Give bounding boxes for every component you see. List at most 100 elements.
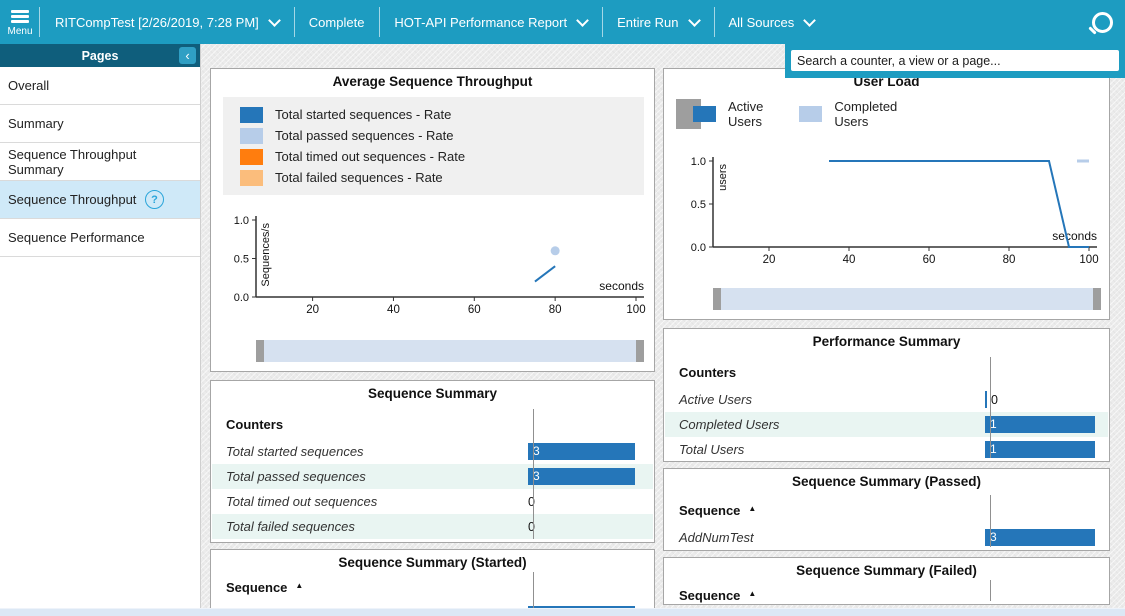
table-header-label: Counters — [226, 416, 284, 432]
svg-text:40: 40 — [387, 304, 400, 316]
svg-text:20: 20 — [306, 304, 319, 316]
svg-text:0.5: 0.5 — [691, 199, 706, 211]
user-load-chart[interactable]: 0.0 0.5 1.0 20 40 60 80 100 users seconds — [664, 154, 1109, 269]
value-bar: 1 — [985, 416, 1095, 433]
chevron-down-icon — [687, 13, 701, 27]
svg-text:0.0: 0.0 — [234, 292, 249, 304]
row-label: Total started sequences — [226, 444, 364, 459]
table-row: Completed Users 1 — [665, 412, 1108, 437]
panel-sequence-summary-started: Sequence Summary (Started) Sequence▲AddN… — [210, 549, 655, 616]
sidebar-item-label: Summary — [8, 116, 64, 131]
help-icon[interactable]: ? — [145, 190, 164, 209]
sequence-summary-failed-table: Sequence ▲ — [665, 580, 1108, 604]
topbar-item-label: HOT-API Performance Report — [394, 14, 568, 30]
value-text: 0 — [528, 519, 535, 534]
sidebar-item[interactable]: Summary — [0, 105, 200, 143]
panel-user-load: User Load Active Users Completed Users 0.… — [663, 68, 1110, 320]
legend-label: Total started sequences - Rate — [275, 107, 452, 122]
row-value: 3 — [976, 529, 1108, 546]
scroll-handle-right[interactable] — [636, 340, 644, 362]
avg-sequence-throughput-chart[interactable]: 0.0 0.5 1.0 20 40 60 80 100 Sequences/s seconds — [211, 207, 655, 327]
topbar: Menu RITCompTest [2/26/2019, 7:28 PM] Com… — [0, 0, 1125, 44]
row-value: 0 — [976, 391, 1108, 408]
legend-item[interactable]: Active Users — [693, 99, 763, 129]
search-button[interactable] — [1079, 0, 1125, 44]
scroll-handle-left[interactable] — [713, 288, 721, 310]
legend-label: Active Users — [728, 99, 764, 129]
panel-performance-summary: Performance Summary Counters Active Users… — [663, 328, 1110, 462]
panel-title: Sequence Summary — [367, 386, 498, 401]
svg-text:users: users — [717, 164, 729, 191]
table-header-row[interactable]: Sequence ▲ — [665, 495, 1108, 525]
chart-range-scrollbar[interactable] — [256, 340, 644, 362]
svg-text:80: 80 — [549, 304, 562, 316]
row-label: Active Users — [679, 392, 752, 407]
sequence-summary-passed-table: Sequence ▲ AddNumTest 3 — [665, 495, 1108, 550]
panel-sequence-summary-failed: Sequence Summary (Failed) Sequence ▲ — [663, 557, 1110, 605]
sidebar-item[interactable]: Sequence Performance — [0, 219, 200, 257]
sidebar-item-label: Sequence Performance — [8, 230, 145, 245]
svg-text:1.0: 1.0 — [234, 215, 249, 227]
legend-swatch — [240, 127, 263, 144]
sidebar-item-label: Sequence Throughput Summary — [8, 146, 137, 177]
table-header-label: Sequence — [679, 587, 741, 603]
panel-title: Sequence Summary (Passed) — [791, 474, 982, 489]
scroll-handle-left[interactable] — [256, 340, 264, 362]
topbar-item-label: All Sources — [728, 14, 795, 30]
panel-title: Performance Summary — [812, 334, 961, 349]
topbar-item[interactable]: HOT-API Performance Report — [379, 0, 602, 44]
legend-item[interactable]: Total timed out sequences - Rate — [223, 146, 644, 167]
menu-label: Menu — [7, 25, 33, 37]
value-text: 0 — [528, 494, 535, 509]
topbar-item[interactable]: RITCompTest [2/26/2019, 7:28 PM] — [40, 0, 294, 44]
table-header-row[interactable]: Sequence ▲ — [665, 580, 1108, 604]
legend-item[interactable]: Total failed sequences - Rate — [223, 167, 644, 188]
topbar-item-label: RITCompTest [2/26/2019, 7:28 PM] — [55, 14, 259, 30]
sort-asc-icon: ▲ — [748, 503, 757, 513]
legend-item[interactable]: Total started sequences - Rate — [223, 104, 644, 125]
topbar-item: Complete — [293, 0, 380, 44]
topbar-items: RITCompTest [2/26/2019, 7:28 PM] Complete… — [40, 0, 1079, 44]
legend-swatch — [799, 106, 823, 122]
panel-average-sequence-throughput: Average Sequence Throughput Total starte… — [210, 68, 655, 372]
row-value: 3 — [519, 443, 653, 460]
table-header-row[interactable]: Sequence ▲ — [212, 572, 653, 602]
svg-text:0.0: 0.0 — [691, 242, 706, 254]
chevron-down-icon — [803, 13, 817, 27]
sidebar-title: Pages — [81, 48, 119, 63]
sidebar-item[interactable]: Sequence Throughput? — [0, 181, 200, 219]
scroll-handle-right[interactable] — [1093, 288, 1101, 310]
svg-text:seconds: seconds — [599, 279, 644, 293]
sidebar-header: Pages ‹ — [0, 44, 200, 67]
sidebar-item-label: Overall — [8, 78, 50, 93]
legend-swatch — [240, 106, 263, 123]
row-label: AddNumTest — [679, 530, 754, 545]
panel-sequence-summary-passed: Sequence Summary (Passed) Sequence ▲ AddNu… — [663, 468, 1110, 551]
search-overlay — [785, 44, 1125, 78]
menu-button[interactable]: Menu — [0, 0, 40, 44]
chart-range-scrollbar[interactable] — [713, 288, 1101, 310]
search-input[interactable] — [791, 50, 1119, 71]
sidebar-item[interactable]: Overall — [0, 67, 200, 105]
table-row: Total Users 1 — [665, 437, 1108, 461]
sidebar-item[interactable]: Sequence Throughput Summary — [0, 143, 200, 181]
sidebar-collapse-button[interactable]: ‹ — [179, 47, 196, 64]
user-load-chart-legend: Active Users Completed Users — [676, 99, 897, 129]
svg-text:20: 20 — [763, 254, 776, 266]
row-value: 1 — [976, 441, 1108, 458]
row-label: Total passed sequences — [226, 469, 366, 484]
legend-swatch — [240, 148, 263, 165]
horizontal-scrollbar[interactable] — [0, 608, 1125, 616]
svg-text:Sequences/s: Sequences/s — [260, 223, 272, 287]
table-row: Total passed sequences 3 — [212, 464, 653, 489]
topbar-item[interactable]: All Sources — [713, 0, 830, 44]
legend-swatch — [693, 106, 716, 122]
legend-item[interactable]: Completed Users — [799, 99, 897, 129]
topbar-item[interactable]: Entire Run — [602, 0, 713, 44]
row-label: Total timed out sequences — [226, 494, 378, 509]
legend-item[interactable]: Total passed sequences - Rate — [223, 125, 644, 146]
panel-title: Sequence Summary (Failed) — [796, 563, 977, 578]
row-value: 0 — [519, 520, 653, 534]
svg-text:100: 100 — [1079, 254, 1098, 266]
